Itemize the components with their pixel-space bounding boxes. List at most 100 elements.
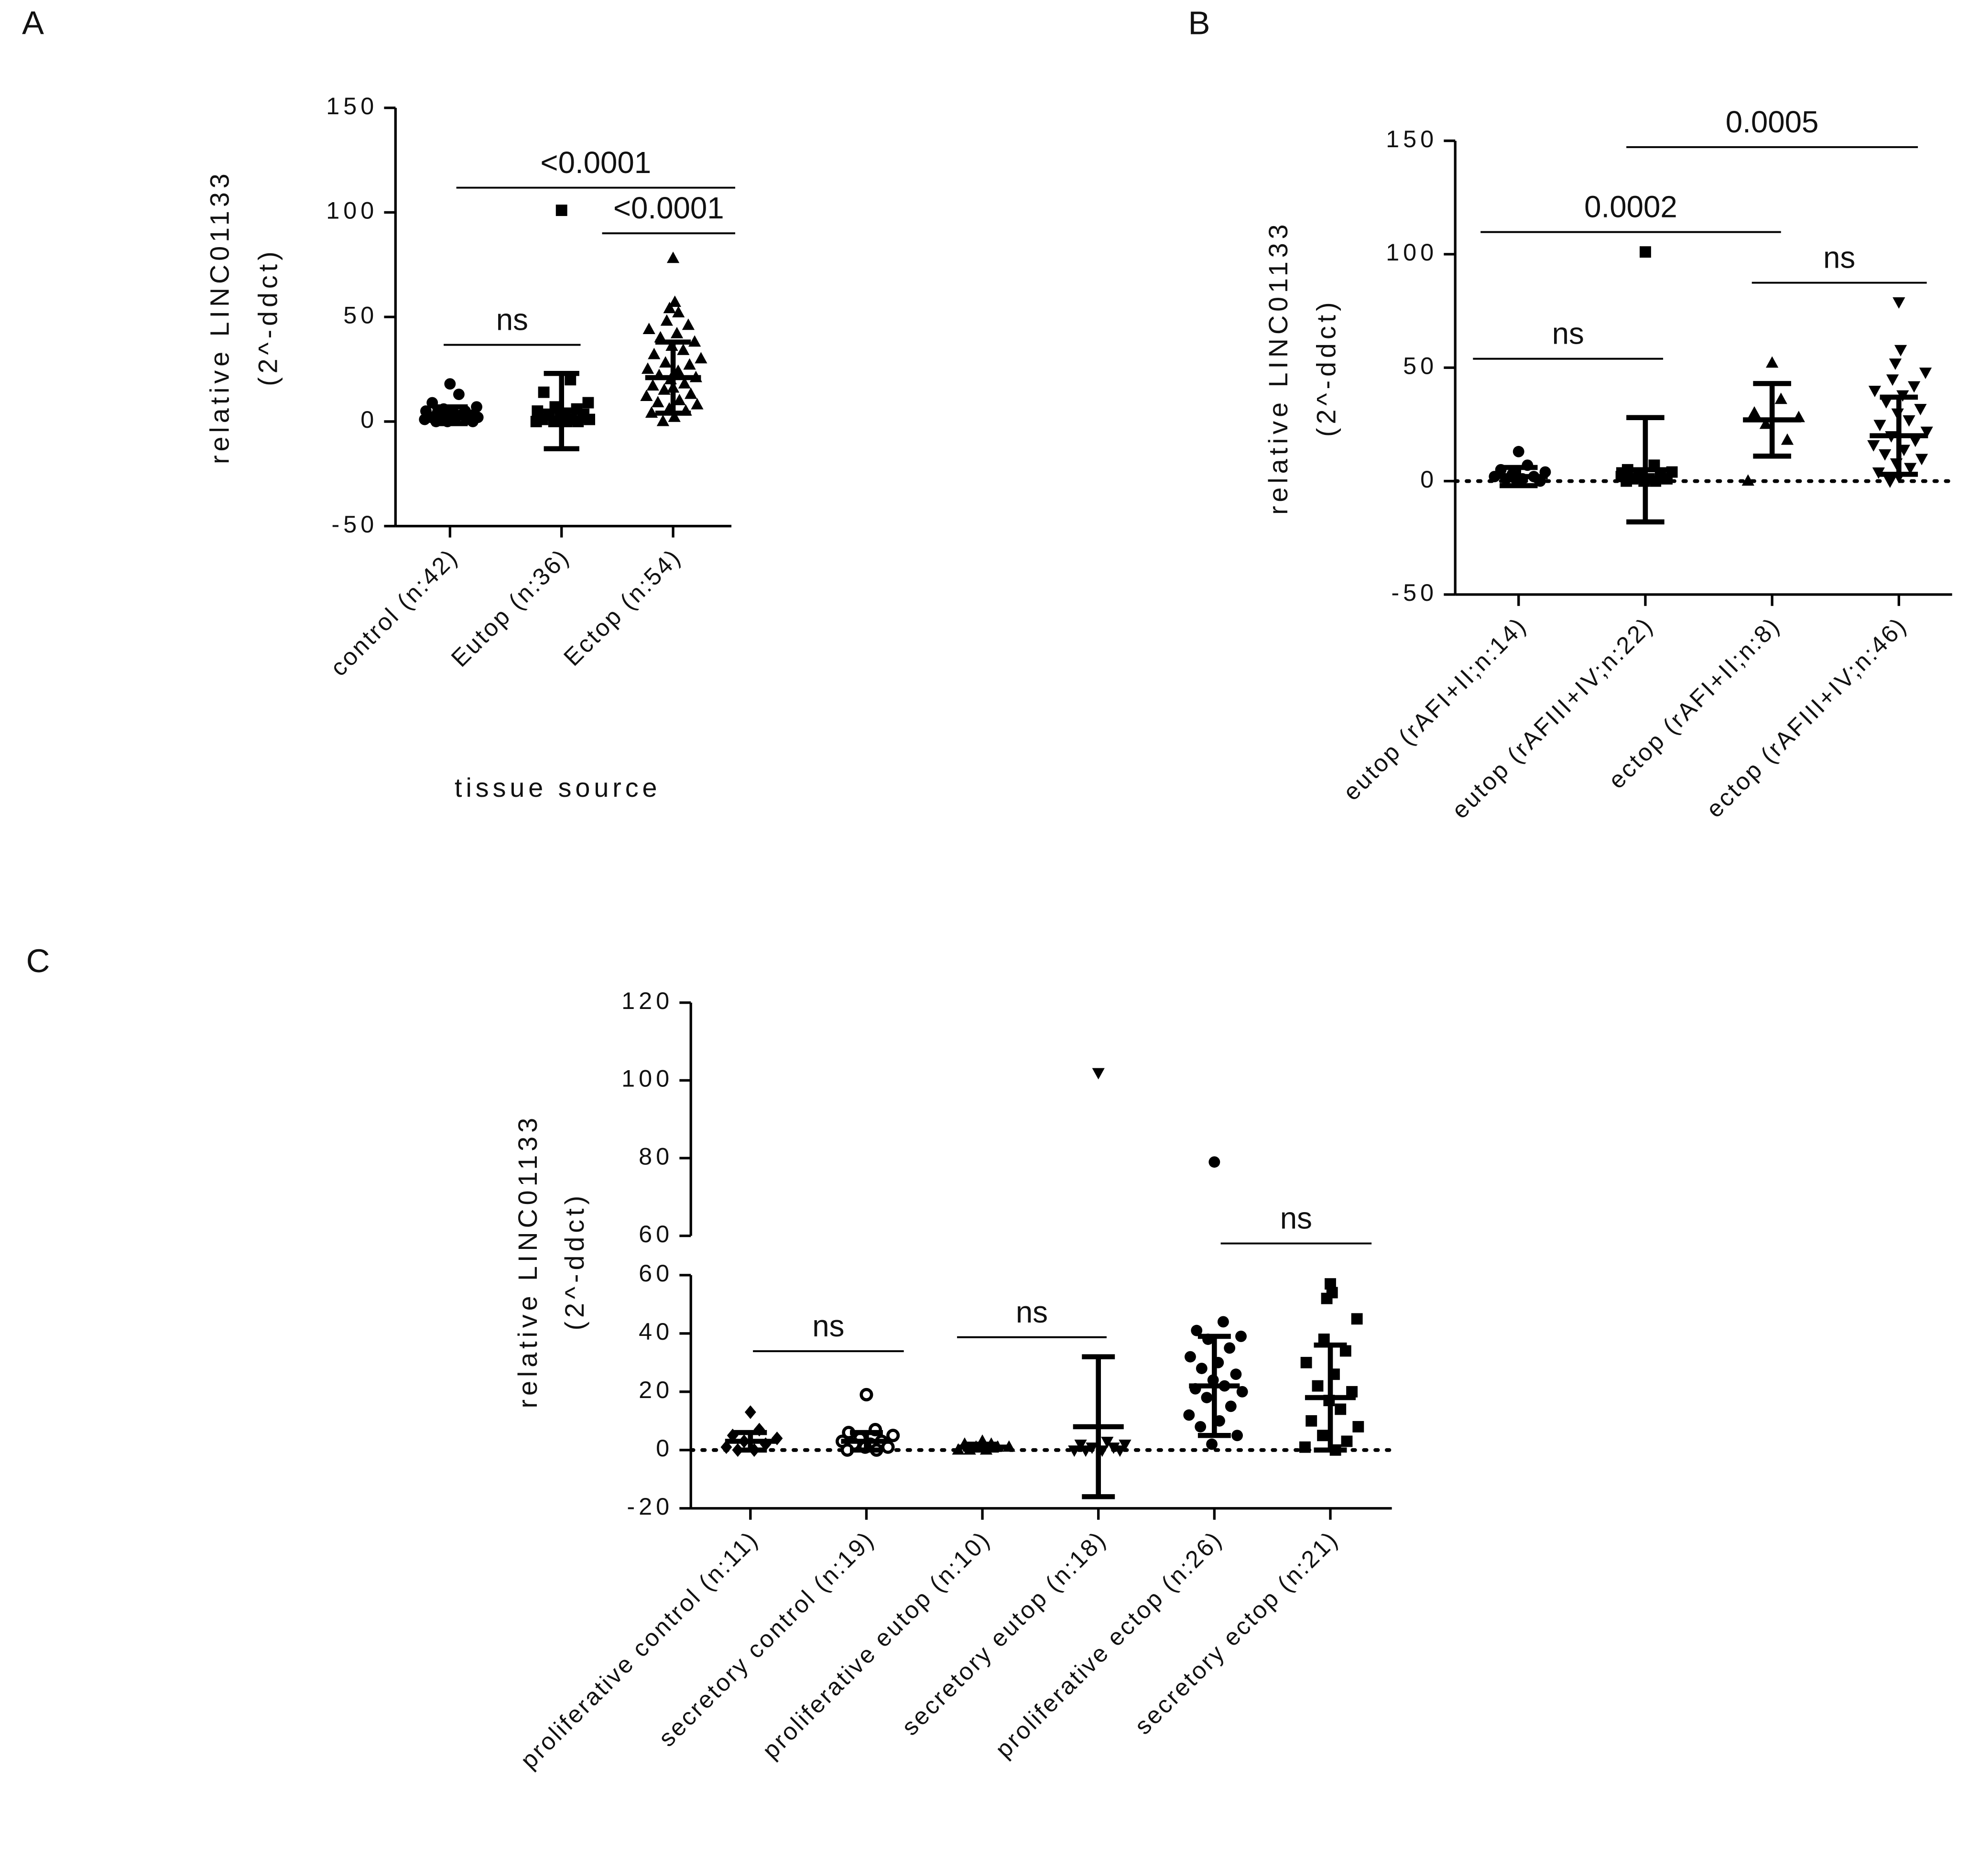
data-point xyxy=(1748,406,1761,418)
y-tick-label: 40 xyxy=(639,1318,673,1345)
data-point xyxy=(584,413,595,425)
data-point xyxy=(1904,463,1917,475)
data-point xyxy=(1092,1068,1105,1080)
data-point xyxy=(1335,1403,1347,1415)
data-point xyxy=(645,406,658,418)
significance-label: ns xyxy=(1823,241,1855,275)
data-point xyxy=(565,374,577,386)
y-tick-label: 120 xyxy=(621,987,673,1014)
data-point xyxy=(1893,297,1905,309)
significance-label: ns xyxy=(1280,1202,1312,1236)
data-point xyxy=(1341,1435,1353,1447)
data-point xyxy=(1101,1436,1114,1448)
data-point xyxy=(1650,475,1662,487)
data-point xyxy=(1191,1324,1203,1336)
y-axis-label: (2^-ddct) xyxy=(1312,298,1341,437)
data-point xyxy=(1889,358,1902,370)
significance-label: ns xyxy=(812,1309,844,1343)
data-point xyxy=(530,415,542,427)
data-point xyxy=(685,387,697,399)
data-point xyxy=(1880,397,1893,409)
data-point xyxy=(1661,473,1673,485)
data-point xyxy=(1920,426,1933,438)
data-point xyxy=(471,401,482,413)
y-tick-label: 100 xyxy=(621,1065,673,1092)
data-point xyxy=(1883,477,1896,488)
data-point xyxy=(1318,1334,1330,1345)
data-point xyxy=(641,362,654,374)
data-point xyxy=(652,396,664,408)
data-point xyxy=(582,397,594,409)
data-point xyxy=(658,383,671,395)
data-point xyxy=(1351,1313,1363,1325)
data-point xyxy=(656,414,669,426)
data-point xyxy=(1074,1440,1087,1451)
data-point xyxy=(1113,1445,1126,1457)
data-point xyxy=(1868,386,1882,398)
y-axis-label: (2^-ddct) xyxy=(560,1192,589,1331)
data-point xyxy=(677,343,690,355)
data-point xyxy=(666,251,680,263)
y-axis-label: relative LINC01133 xyxy=(1263,220,1293,515)
data-point xyxy=(572,415,584,427)
data-point xyxy=(1208,1156,1220,1168)
y-axis-label: (2^-ddct) xyxy=(253,248,283,386)
data-point xyxy=(1195,1421,1207,1432)
data-point xyxy=(1741,474,1754,486)
y-tick-label: 0 xyxy=(656,1434,673,1462)
y-axis-label: relative LINC01133 xyxy=(205,170,235,464)
data-point xyxy=(1919,368,1932,380)
data-point xyxy=(1886,374,1899,386)
data-point xyxy=(691,398,704,410)
data-point xyxy=(1224,1342,1236,1354)
data-point xyxy=(1909,435,1922,447)
data-point xyxy=(1339,1345,1351,1357)
data-point xyxy=(1872,467,1885,479)
data-point xyxy=(1321,1292,1333,1304)
data-point xyxy=(663,302,676,314)
data-point xyxy=(1325,1278,1336,1290)
significance-label: <0.0001 xyxy=(613,191,724,225)
data-point xyxy=(1201,1392,1213,1403)
data-point xyxy=(1765,356,1779,368)
y-tick-label: 60 xyxy=(639,1220,673,1247)
data-point xyxy=(646,379,659,391)
data-point xyxy=(886,1429,900,1442)
y-tick-label: 0 xyxy=(360,406,378,433)
y-tick-label: -50 xyxy=(332,510,378,538)
data-point xyxy=(682,318,695,330)
data-point xyxy=(660,314,673,326)
data-point xyxy=(668,295,681,307)
data-point xyxy=(673,393,686,405)
data-point xyxy=(1774,392,1787,404)
data-point xyxy=(1225,1400,1237,1412)
y-tick-label: 100 xyxy=(1386,239,1437,266)
significance-label: 0.0005 xyxy=(1726,105,1819,139)
significance-label: ns xyxy=(1552,317,1584,351)
data-point xyxy=(1894,345,1907,357)
data-point xyxy=(648,347,661,359)
data-point xyxy=(1878,449,1892,461)
data-point xyxy=(1185,1351,1196,1363)
y-tick-label: 150 xyxy=(1386,125,1437,152)
data-point xyxy=(1299,1441,1311,1453)
data-point xyxy=(1119,1440,1131,1451)
data-point xyxy=(1183,1409,1195,1421)
data-point xyxy=(1235,1331,1247,1342)
panel-label: C xyxy=(26,943,50,979)
data-point xyxy=(1305,1415,1317,1427)
data-point xyxy=(1759,417,1772,429)
data-point xyxy=(1068,1445,1081,1457)
x-axis-label: tissue source xyxy=(455,773,661,802)
data-point xyxy=(1317,1430,1329,1442)
data-point xyxy=(1086,1442,1099,1454)
data-point xyxy=(1867,440,1880,452)
data-point xyxy=(444,378,456,390)
y-tick-label: 50 xyxy=(343,301,378,328)
data-point xyxy=(659,356,672,368)
significance-label: 0.0002 xyxy=(1584,190,1677,224)
data-point xyxy=(859,1388,873,1401)
data-point xyxy=(1346,1386,1358,1398)
data-point xyxy=(1300,1356,1312,1368)
